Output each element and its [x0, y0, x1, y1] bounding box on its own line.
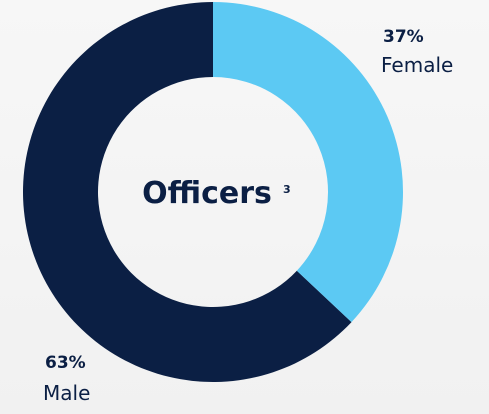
donut-segment	[23, 2, 352, 382]
category-label: Male	[43, 381, 90, 405]
value-label: 63%	[45, 353, 86, 373]
donut-segment	[213, 2, 403, 323]
value-label: 37%	[383, 27, 424, 47]
center-label: Officers	[142, 176, 272, 211]
center-footnote: 3	[283, 183, 291, 196]
category-label: Female	[381, 53, 453, 77]
